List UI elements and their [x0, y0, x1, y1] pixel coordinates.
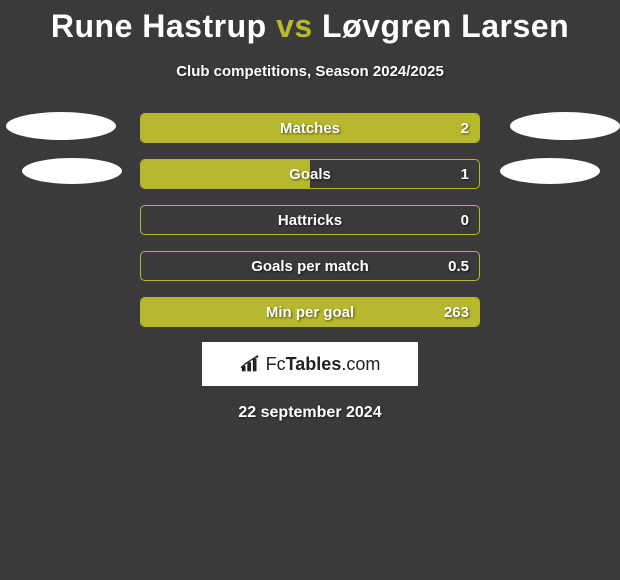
stat-value: 263: [444, 298, 469, 326]
stat-rows: Matches2Goals1Hattricks0Goals per match0…: [0, 112, 620, 328]
stat-value: 1: [461, 160, 469, 188]
stat-bar: Goals per match0.5: [140, 251, 480, 281]
stat-value: 0: [461, 206, 469, 234]
date-label: 22 september 2024: [0, 404, 620, 422]
stat-bar: Goals1: [140, 159, 480, 189]
stats-area: Matches2Goals1Hattricks0Goals per match0…: [0, 112, 620, 328]
stat-label: Hattricks: [141, 206, 479, 234]
stat-label: Min per goal: [141, 298, 479, 326]
page-title: Rune Hastrup vs Løvgren Larsen: [0, 8, 620, 45]
logo-box[interactable]: FcTables.com: [202, 342, 418, 386]
vs-separator: vs: [276, 8, 313, 44]
subtitle: Club competitions, Season 2024/2025: [0, 63, 620, 80]
comparison-widget: Rune Hastrup vs Løvgren Larsen Club comp…: [0, 0, 620, 422]
stat-bar: Matches2: [140, 113, 480, 143]
stat-label: Goals: [141, 160, 479, 188]
stat-label: Goals per match: [141, 252, 479, 280]
stat-bar: Min per goal263: [140, 297, 480, 327]
player1-name: Rune Hastrup: [51, 8, 267, 44]
logo-bold: Tables: [286, 354, 342, 374]
logo-pre: Fc: [266, 354, 286, 374]
logo-text: FcTables.com: [266, 354, 381, 375]
logo-suffix: .com: [341, 354, 380, 374]
stat-row: Matches2: [0, 112, 620, 144]
stat-value: 2: [461, 114, 469, 142]
stat-row: Hattricks0: [0, 204, 620, 236]
stat-row: Goals1: [0, 158, 620, 190]
stat-row: Min per goal263: [0, 296, 620, 328]
stat-row: Goals per match0.5: [0, 250, 620, 282]
stat-label: Matches: [141, 114, 479, 142]
stat-bar: Hattricks0: [140, 205, 480, 235]
player2-name: Løvgren Larsen: [322, 8, 569, 44]
bar-chart-icon: [240, 354, 262, 374]
stat-value: 0.5: [448, 252, 469, 280]
